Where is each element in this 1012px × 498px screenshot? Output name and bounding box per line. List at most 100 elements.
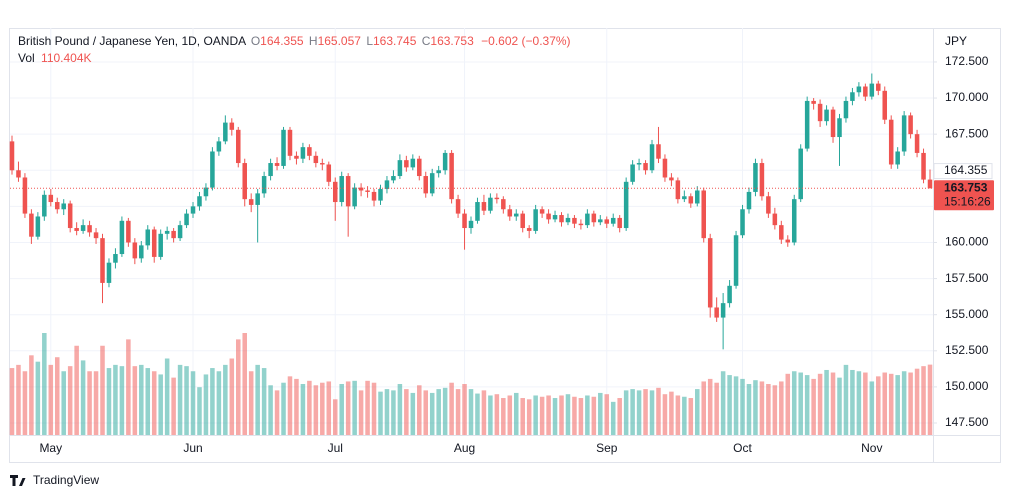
candle-body [462,213,467,229]
volume-bar [643,389,648,435]
volume-bar [294,378,299,435]
volume-bar [54,357,60,435]
volume-bar [804,375,810,435]
volume-bar [177,364,183,435]
candle-body [585,213,590,226]
volume-bar [339,384,344,435]
volume-bar [429,392,435,435]
candle-body [423,176,429,194]
candle-body [630,164,635,182]
candle-body [572,217,577,224]
candle-body [481,202,487,211]
candle-body [80,225,86,231]
volume-layer [9,333,933,435]
candle-body [345,176,351,207]
volume-bar [80,360,86,435]
candle-body [914,134,920,153]
volume-bar [481,390,487,435]
candle-body [720,303,726,318]
volume-bar [119,366,125,435]
y-tick-label: 150.000 [945,379,989,393]
candle-body [791,199,797,243]
candle-body [856,86,862,93]
candle-body [87,225,92,233]
candle-body [190,206,196,214]
volume-bar [649,390,655,435]
candle-body [643,163,648,171]
volume-bar [61,371,66,435]
volume-bar [371,382,377,435]
volume-bar [210,368,215,435]
volume-bar [695,389,700,435]
candle-body [158,233,163,257]
candle-body [669,177,674,181]
candle-body [177,225,183,239]
volume-bar [417,385,422,435]
candle-body [255,193,260,205]
candle-body [197,196,202,207]
candle-body [67,203,73,229]
volume-bar [145,368,151,435]
candle-body [714,307,719,318]
volume-bar [882,372,888,435]
volume-bar [345,381,351,435]
volume-bar [449,382,454,435]
volume-bar [798,372,803,435]
candle-body [248,199,254,205]
candle-body [352,187,357,207]
y-tick-label: 172.500 [945,54,989,68]
candle-body [682,196,687,200]
candle-body [203,187,209,197]
candle-body [404,160,409,168]
volume-bar [876,376,881,435]
volume-bar [151,371,157,435]
last-price-label: 163.753 [944,180,988,194]
x-tick-label: Oct [733,441,752,455]
candle-body [546,213,551,220]
volume-bar [720,371,726,435]
volume-bar [662,394,668,435]
volume-bar [843,364,849,435]
volume-bar [93,371,99,435]
candle-body [391,176,396,181]
volume-bar [507,395,513,435]
volume-bar [811,378,816,435]
volume-bar [9,368,15,435]
candle-body [850,92,855,101]
volume-bar [636,390,642,435]
candle-body [9,141,15,171]
candle-body [449,152,454,200]
volume-bar [656,387,661,435]
volume-bar [888,373,894,435]
volume-bar [352,380,357,435]
brand: TradingView [10,473,99,487]
y-tick-label: 147.500 [945,415,989,429]
volume-bar [488,395,493,435]
volume-bar [313,385,319,435]
candle-body [339,176,344,203]
candle-body [766,196,771,214]
candle-body [358,187,364,191]
candle-body [300,147,306,159]
volume-bar [48,364,54,435]
chart-frame [9,28,1001,463]
candle-body [287,129,293,156]
candle-body [42,194,47,217]
candle-body [48,194,54,203]
volume-bar [779,381,784,435]
candle-body [326,164,332,182]
volume-bar [901,371,907,435]
volume-bar [785,373,791,435]
volume-bar [630,389,635,435]
candle-body [927,179,933,189]
candle-body [817,103,823,122]
candle-body [113,254,118,263]
candle-body [552,215,558,220]
candle-body [313,155,319,164]
volume-bar [320,382,325,435]
currency: JPY [945,34,967,48]
countdown: 15:16:26 [944,194,991,208]
candle-body [591,213,597,223]
candle-body [830,109,836,138]
volume-bar [598,392,603,435]
